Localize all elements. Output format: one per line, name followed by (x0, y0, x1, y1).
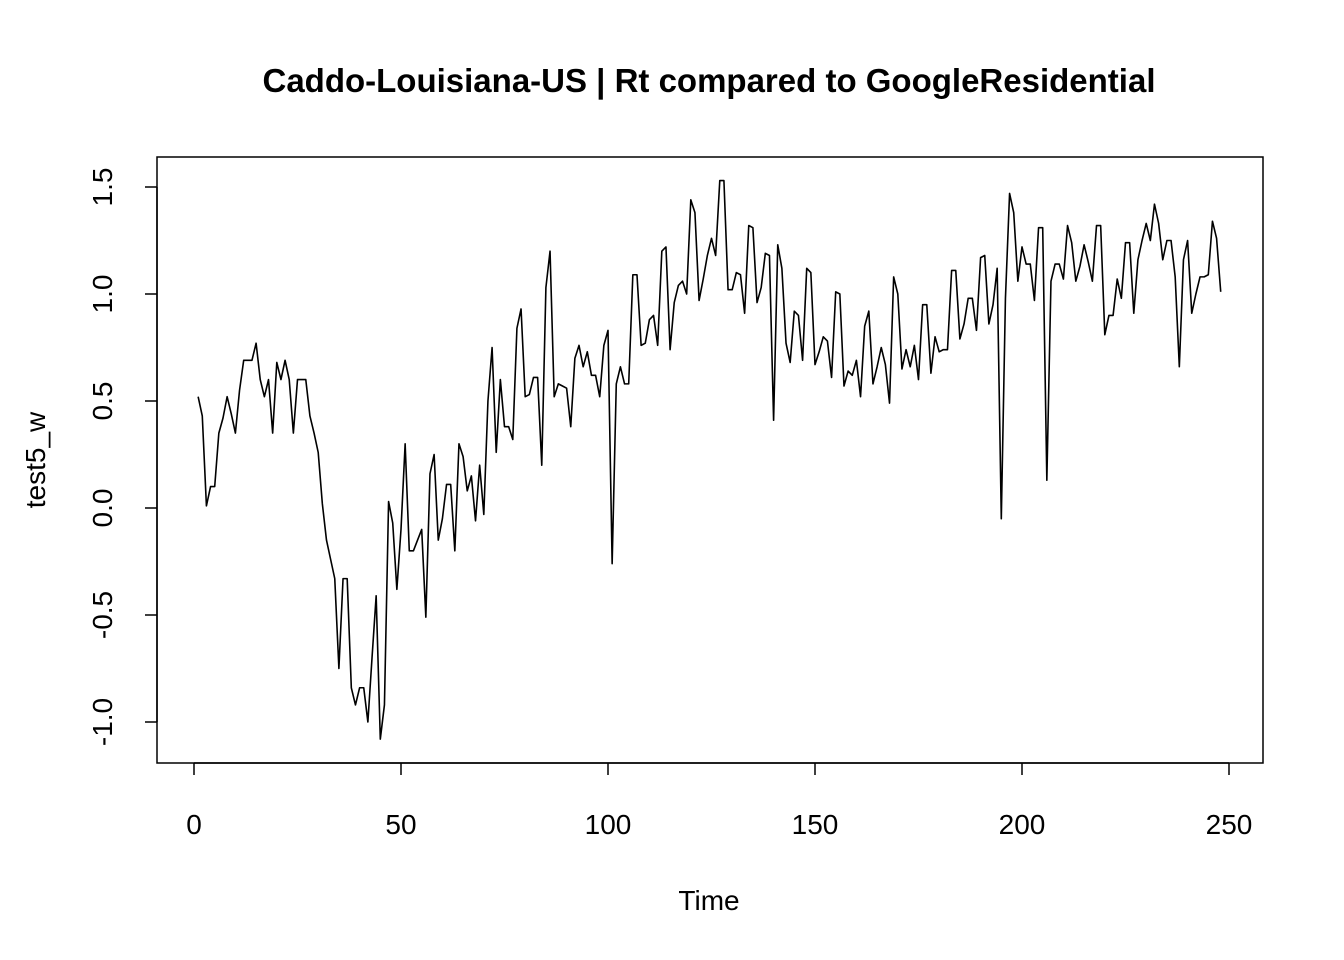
y-tick-label: -1.0 (87, 698, 118, 746)
x-axis-label: Time (678, 885, 739, 916)
x-tick-label: 50 (385, 809, 416, 840)
x-tick-label: 0 (186, 809, 202, 840)
y-tick-label: -0.5 (87, 591, 118, 639)
y-axis-label: test5_w (20, 411, 51, 508)
y-tick-label: 0.0 (87, 489, 118, 528)
series-line (197, 179, 1222, 740)
y-tick-label: 1.5 (87, 168, 118, 207)
x-axis: 0 50 100 150 200 250 (186, 762, 1253, 840)
x-tick-label: 100 (585, 809, 632, 840)
chart-title: Caddo-Louisiana-US | Rt compared to Goog… (263, 62, 1156, 99)
y-tick-label: 1.0 (87, 275, 118, 314)
y-tick-label: 0.5 (87, 382, 118, 421)
x-tick-label: 200 (999, 809, 1046, 840)
y-axis: -1.0 -0.5 0.0 0.5 1.0 1.5 (87, 168, 158, 746)
x-tick-label: 150 (792, 809, 839, 840)
x-tick-label: 250 (1206, 809, 1253, 840)
